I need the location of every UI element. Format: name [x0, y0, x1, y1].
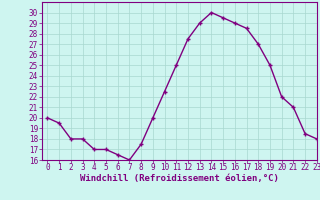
X-axis label: Windchill (Refroidissement éolien,°C): Windchill (Refroidissement éolien,°C): [80, 174, 279, 183]
